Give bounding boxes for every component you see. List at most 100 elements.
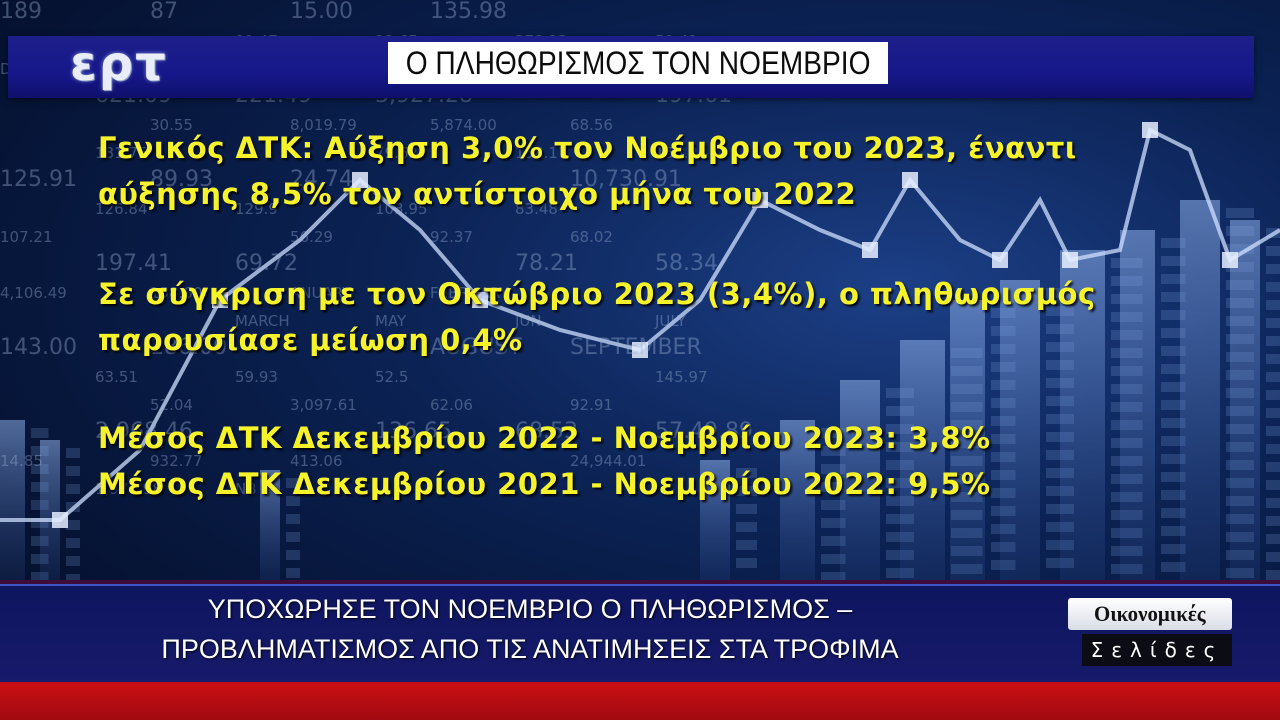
headline-line-1: ΥΠΟΧΩΡΗΣΕ ΤΟΝ ΝΟΕΜΒΡΙΟ Ο ΠΛΗΘΩΡΙΣΜΟΣ – bbox=[207, 594, 853, 624]
background-number: 87 bbox=[150, 0, 178, 24]
background-number: 24.74 bbox=[290, 167, 353, 192]
background-trend-point bbox=[52, 512, 68, 528]
background-number: 10,730.91 bbox=[570, 167, 682, 192]
background-bar-segment bbox=[66, 520, 80, 530]
background-bar bbox=[900, 340, 945, 580]
background-number: 57.49.89 bbox=[655, 419, 753, 444]
background-number: 136.65 bbox=[375, 419, 452, 444]
background-bar-segment bbox=[1226, 208, 1254, 218]
background-bar bbox=[1000, 280, 1040, 580]
background-trend-point bbox=[1222, 252, 1238, 268]
background-number: 932.77 bbox=[150, 452, 203, 470]
background-bar-segment bbox=[1161, 490, 1186, 500]
background-bar bbox=[950, 300, 985, 580]
background-number: 126.84 bbox=[95, 200, 148, 218]
background-bar bbox=[1180, 200, 1220, 580]
background-bar-segment bbox=[66, 556, 80, 566]
background-bar-segment bbox=[1266, 444, 1280, 454]
background-bar-segment bbox=[1161, 382, 1186, 392]
info-line-4: παρουσίασε μείωση 0,4% bbox=[98, 323, 523, 357]
background-bar-segment bbox=[1161, 310, 1186, 320]
background-number: 69.72 bbox=[235, 251, 298, 276]
background-bar bbox=[1060, 250, 1105, 580]
background-bar-segment bbox=[31, 428, 49, 438]
background-bar-segment bbox=[31, 536, 49, 546]
background-bar-segment bbox=[1266, 354, 1280, 364]
background-trend-line bbox=[0, 127, 1280, 522]
background-trend-point bbox=[472, 292, 488, 308]
background-bar-segment bbox=[736, 558, 757, 568]
background-bar-segment bbox=[66, 574, 80, 584]
background-bar-segment bbox=[286, 532, 300, 542]
page-title: Ο ΠΛΗΘΩΡΙΣΜΟΣ ΤΟΝ ΝΟΕΜΒΡΙΟ bbox=[405, 44, 871, 81]
background-bar-segment bbox=[31, 446, 49, 456]
background-bar-segment bbox=[1161, 562, 1186, 572]
background-number: 15.00 bbox=[290, 0, 353, 24]
background-number: 4,106.49 bbox=[0, 284, 67, 302]
background-bar bbox=[1230, 220, 1260, 580]
background-bar-segment bbox=[821, 500, 846, 510]
background-number: 1,977.98 bbox=[95, 480, 162, 498]
background-number: 186.00 bbox=[150, 335, 227, 360]
background-bar-segment bbox=[736, 522, 757, 532]
background-bar-segment bbox=[821, 428, 846, 438]
background-number: JULY bbox=[654, 312, 687, 330]
show-brand-bottom: Σελίδες bbox=[1082, 634, 1232, 666]
background-number: 143.00 bbox=[0, 335, 77, 360]
background-number: 14.85 bbox=[0, 452, 43, 470]
background-bar-segment bbox=[1266, 408, 1280, 418]
background-number: 135.98 bbox=[430, 0, 507, 24]
background-bar-segment bbox=[1266, 336, 1280, 346]
background-bar-segment bbox=[736, 504, 757, 514]
background-bar-segment bbox=[31, 482, 49, 492]
background-number: 2,968.46 bbox=[95, 419, 193, 444]
background-number: 58.34 bbox=[655, 251, 718, 276]
background-number: 78.21 bbox=[515, 251, 578, 276]
background-bar-segment bbox=[821, 518, 846, 528]
background-number: 181.75 bbox=[95, 144, 148, 162]
background-number: 158.17 bbox=[515, 144, 568, 162]
info-line-6: Μέσος ΔΤΚ Δεκεμβρίου 2021 - Νοεμβρίου 20… bbox=[98, 467, 991, 501]
background-bar-segment bbox=[821, 572, 846, 582]
background-number: 107.21 bbox=[0, 228, 53, 246]
background-bar-segment bbox=[66, 538, 80, 548]
background-number: 52.5 bbox=[375, 368, 408, 386]
background-number: 413.06 bbox=[290, 452, 343, 470]
info-line-3: Σε σύγκριση με τον Οκτώβριο 2023 (3,4%),… bbox=[98, 277, 1096, 311]
background-number: ANUARY bbox=[290, 284, 352, 302]
background-bar-segment bbox=[1266, 372, 1280, 382]
background-number: 5,874.00 bbox=[430, 116, 497, 134]
background-bar-segment bbox=[1266, 552, 1280, 562]
background-number: 83.48 bbox=[515, 200, 558, 218]
background-bar-segment bbox=[286, 550, 300, 560]
background-number: SEPTEMBER bbox=[570, 335, 702, 360]
background-trend-point bbox=[902, 172, 918, 188]
background-bar-segment bbox=[1161, 346, 1186, 356]
background-trend-point bbox=[1062, 252, 1078, 268]
background-bar-segment bbox=[821, 464, 846, 474]
background-number: 68.53 bbox=[515, 419, 578, 444]
background-number: MAY bbox=[375, 312, 407, 330]
background-trend-point bbox=[992, 252, 1008, 268]
background-bar-segment bbox=[66, 448, 80, 458]
info-line-1: Γενικός ΔΤΚ: Αύξηση 3,0% τον Νοέμβριο το… bbox=[98, 131, 1077, 165]
background-bar-segment bbox=[821, 446, 846, 456]
background-number: 125.91 bbox=[0, 167, 77, 192]
background-number: FEBRUARY bbox=[430, 284, 510, 302]
background-bar-segment bbox=[1161, 292, 1186, 302]
background-bar-segment bbox=[1161, 436, 1186, 446]
background-number: 24,944.01 bbox=[570, 452, 646, 470]
background-bar-segment bbox=[736, 486, 757, 496]
background-number: 92.91 bbox=[570, 396, 613, 414]
background-bar-segment bbox=[286, 478, 300, 488]
background-bar-segment bbox=[286, 568, 300, 578]
channel-logo: ερτ bbox=[70, 36, 168, 92]
background-bar bbox=[1120, 230, 1155, 580]
background-bar bbox=[840, 380, 880, 580]
background-bar-segment bbox=[1161, 256, 1186, 266]
background-bar-segment bbox=[1161, 238, 1186, 248]
background-bar-segment bbox=[31, 464, 49, 474]
background-trend-point bbox=[632, 342, 648, 358]
lower-third-banner: ΥΠΟΧΩΡΗΣΕ ΤΟΝ ΝΟΕΜΒΡΙΟ Ο ΠΛΗΘΩΡΙΣΜΟΣ – Π… bbox=[0, 584, 1280, 682]
